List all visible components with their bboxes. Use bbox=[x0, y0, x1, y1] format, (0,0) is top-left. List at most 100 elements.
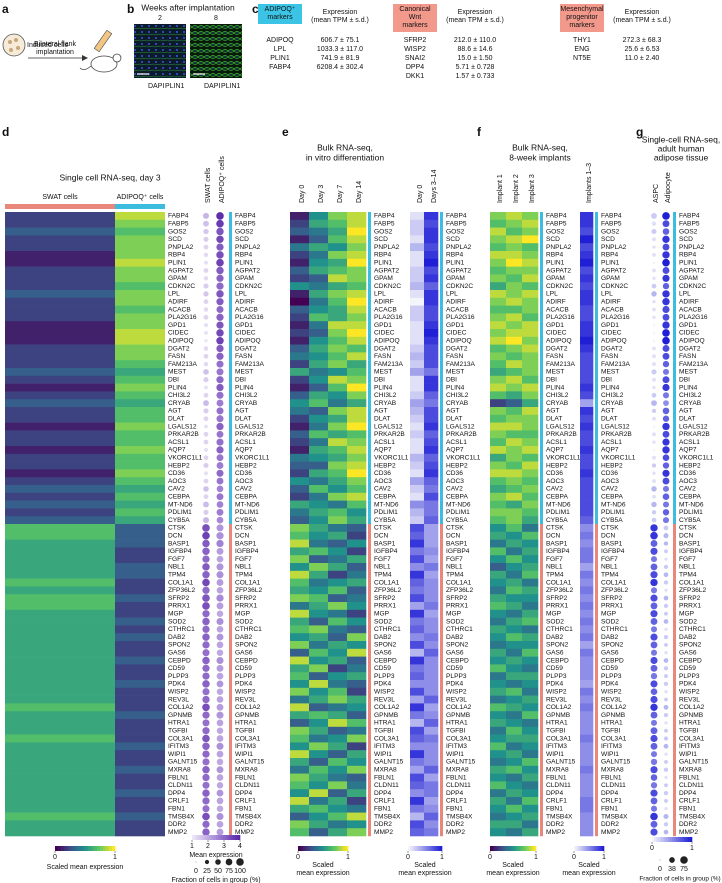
heatmap-cell bbox=[347, 570, 367, 579]
dot bbox=[650, 563, 658, 571]
table-header: Wnt bbox=[409, 14, 422, 21]
group-bar bbox=[368, 586, 371, 595]
table-cell: 212.0 ± 110.0 bbox=[454, 37, 496, 44]
gene-label: COL1A2 bbox=[168, 704, 194, 711]
dot bbox=[203, 276, 209, 281]
group-bar bbox=[673, 313, 676, 322]
heatmap-cell bbox=[5, 695, 115, 704]
group-bar bbox=[440, 227, 443, 236]
group-bar bbox=[595, 391, 598, 400]
group-bar bbox=[540, 524, 543, 532]
gene-label: PLPP3 bbox=[446, 673, 467, 680]
gene-label: AQP7 bbox=[601, 447, 619, 454]
heatmap-cell bbox=[490, 539, 507, 548]
heatmap-cell bbox=[580, 625, 594, 634]
gene-label: PRRX1 bbox=[168, 603, 190, 610]
group-bar bbox=[673, 726, 676, 735]
dot bbox=[202, 641, 210, 649]
group-bar bbox=[229, 344, 232, 353]
group-bar bbox=[440, 711, 443, 720]
legend-title: Mean expression bbox=[189, 852, 242, 859]
group-bar bbox=[229, 719, 232, 727]
gene-label: CTSK bbox=[374, 525, 392, 532]
group-bar bbox=[440, 492, 443, 501]
dot bbox=[663, 790, 669, 796]
heatmap-cell bbox=[490, 391, 507, 400]
gene-label: WIPI1 bbox=[374, 751, 392, 758]
heatmap-cell bbox=[328, 726, 348, 735]
size-key-label: 50 bbox=[214, 868, 222, 875]
dot bbox=[651, 517, 657, 523]
gene-label: TGFBI bbox=[374, 727, 394, 734]
heatmap-cell bbox=[580, 531, 594, 540]
heatmap-cell bbox=[410, 492, 425, 501]
gene-label: NBL1 bbox=[235, 564, 252, 571]
colorbar-step bbox=[328, 846, 331, 851]
colorbar-step bbox=[595, 846, 597, 851]
heatmap-cell bbox=[328, 820, 348, 829]
heatmap-cell bbox=[115, 664, 165, 673]
heatmap-cell bbox=[290, 625, 310, 634]
heatmap-cell bbox=[309, 570, 329, 579]
dot bbox=[216, 290, 224, 298]
dot bbox=[664, 697, 668, 702]
heatmap-cell bbox=[522, 235, 539, 244]
group-bar bbox=[540, 446, 543, 454]
dot bbox=[216, 524, 224, 532]
heatmap-cell bbox=[522, 789, 539, 798]
group-bar bbox=[440, 781, 443, 790]
gene-label: TGFBI bbox=[679, 727, 699, 734]
heatmap-cell bbox=[290, 446, 310, 455]
gene-label: CTHRC1 bbox=[546, 626, 573, 633]
group-bar bbox=[229, 266, 232, 275]
heatmap-cell bbox=[347, 804, 367, 813]
gene-label: GALNT15 bbox=[601, 759, 631, 766]
colorbar-step bbox=[61, 846, 65, 851]
colorbar-step bbox=[345, 846, 349, 851]
heatmap-cell bbox=[5, 617, 115, 626]
colorbar-step bbox=[228, 835, 231, 840]
dot bbox=[203, 323, 209, 328]
heatmap-cell bbox=[580, 641, 594, 650]
heatmap-cell bbox=[580, 360, 594, 369]
gene-label: DCN bbox=[601, 532, 616, 539]
gene-label: GOS2 bbox=[446, 228, 465, 235]
heatmap-cell bbox=[5, 212, 115, 221]
gene-label: BASP1 bbox=[235, 540, 257, 547]
gene-label: FBN1 bbox=[601, 805, 618, 812]
heatmap-cell bbox=[522, 290, 539, 299]
heatmap-cell bbox=[410, 687, 425, 696]
heatmap-cell bbox=[410, 828, 425, 837]
gene-label: GPNMB bbox=[679, 712, 704, 719]
heatmap-cell bbox=[115, 641, 165, 650]
group-bar bbox=[595, 742, 598, 751]
heatmap-cell bbox=[424, 742, 439, 751]
dot bbox=[651, 283, 657, 289]
group-bar bbox=[673, 695, 676, 704]
heatmap-cell bbox=[506, 282, 523, 291]
dot bbox=[650, 672, 658, 680]
gene-label: MT-ND6 bbox=[374, 501, 399, 508]
heatmap-cell bbox=[424, 430, 439, 439]
label: Bilateral flank bbox=[34, 41, 77, 48]
heatmap-cell bbox=[347, 648, 367, 657]
gene-label: TPM4 bbox=[168, 571, 186, 578]
gene-label: ACACB bbox=[546, 306, 569, 313]
group-bar bbox=[673, 617, 676, 626]
gene-label: ADIRF bbox=[679, 298, 699, 305]
group-bar bbox=[440, 609, 443, 618]
heatmap-cell bbox=[506, 617, 523, 626]
gene-label: BASP1 bbox=[446, 540, 468, 547]
group-bar bbox=[229, 492, 232, 501]
colorbar-step bbox=[596, 846, 599, 851]
dot bbox=[203, 439, 209, 445]
gene-label: FAM213A bbox=[546, 361, 576, 368]
heatmap-cell bbox=[290, 492, 310, 501]
heatmap-cell bbox=[5, 609, 115, 618]
gene-label: HEBP2 bbox=[168, 462, 190, 469]
gene-label: MEST bbox=[546, 369, 564, 376]
heatmap-cell bbox=[290, 609, 310, 618]
gene-label: FBLN1 bbox=[235, 774, 256, 781]
colorbar-step bbox=[73, 846, 77, 851]
